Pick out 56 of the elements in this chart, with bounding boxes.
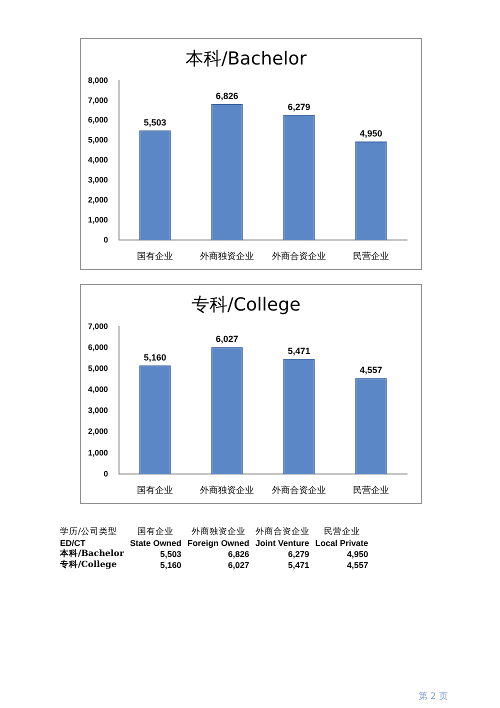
x-tick-label: 外商独资企业 — [200, 484, 254, 496]
data-label: 5,160 — [144, 352, 166, 362]
data-label: 6,826 — [216, 91, 238, 102]
y-tick-label: 2,000 — [88, 196, 109, 205]
x-tick-label: 外商合资企业 — [272, 484, 326, 496]
x-tick-label: 外商合资企业 — [272, 250, 326, 262]
data-label: 4,950 — [360, 128, 382, 138]
x-tick-label: 国有企业 — [137, 484, 174, 496]
data-label: 4,557 — [360, 365, 382, 376]
text: 5,503 — [159, 549, 182, 560]
x-tick-label: 民营企业 — [353, 250, 389, 262]
text: Local Private — [315, 538, 370, 549]
data-label: 5,471 — [288, 346, 310, 356]
x-tick-label: 国有企业 — [137, 250, 174, 262]
data-label: 6,027 — [216, 334, 238, 344]
chart-title: 专科/College — [191, 294, 301, 316]
y-tick-label: 5,000 — [88, 364, 109, 373]
y-tick-label: 4,000 — [88, 385, 109, 394]
y-tick-label: 0 — [104, 235, 109, 244]
text: Joint Venture — [255, 538, 310, 549]
text: 4,557 — [346, 560, 370, 571]
y-tick-label: 1,000 — [88, 215, 109, 224]
text: 5,471 — [287, 560, 310, 571]
y-tick-label: 8,000 — [88, 76, 109, 85]
y-tick-label: 3,000 — [88, 176, 109, 185]
y-tick-label: 4,000 — [88, 156, 109, 165]
text: 5,160 — [159, 560, 182, 571]
text: 外商合资企业 — [255, 527, 310, 538]
text: 本科/Bachelor — [60, 549, 125, 560]
chart-title: 本科/Bachelor — [185, 48, 308, 70]
text: 民营企业 — [322, 527, 361, 538]
y-tick-label: 7,000 — [88, 322, 109, 331]
text: 6,826 — [227, 549, 250, 560]
x-tick-label: 外商独资企业 — [200, 250, 254, 262]
text: 4,950 — [346, 549, 370, 560]
y-tick-label: 0 — [104, 469, 109, 478]
text: State Owned — [130, 538, 182, 549]
text: 外商独资企业 — [190, 527, 246, 538]
text: 第 2 页 — [418, 690, 448, 703]
y-tick-label: 1,000 — [88, 448, 109, 458]
y-tick-label: 5,000 — [88, 136, 109, 145]
data-label: 5,503 — [144, 117, 166, 128]
y-tick-label: 6,000 — [88, 342, 109, 352]
y-tick-label: 2,000 — [88, 427, 109, 436]
text: Foreign Owned — [187, 538, 250, 549]
x-tick-label: 民营企业 — [353, 484, 389, 496]
text: 学历/公司类型 — [60, 527, 118, 538]
y-tick-label: 7,000 — [88, 96, 109, 105]
text: ED/CT — [60, 538, 86, 548]
y-tick-label: 3,000 — [88, 406, 109, 416]
text: 专科/College — [60, 560, 118, 571]
text: 6,027 — [227, 560, 250, 571]
text: 6,279 — [287, 549, 310, 560]
data-label: 6,279 — [288, 102, 310, 112]
y-tick-label: 6,000 — [88, 116, 109, 125]
text: 国有企业 — [136, 527, 175, 538]
